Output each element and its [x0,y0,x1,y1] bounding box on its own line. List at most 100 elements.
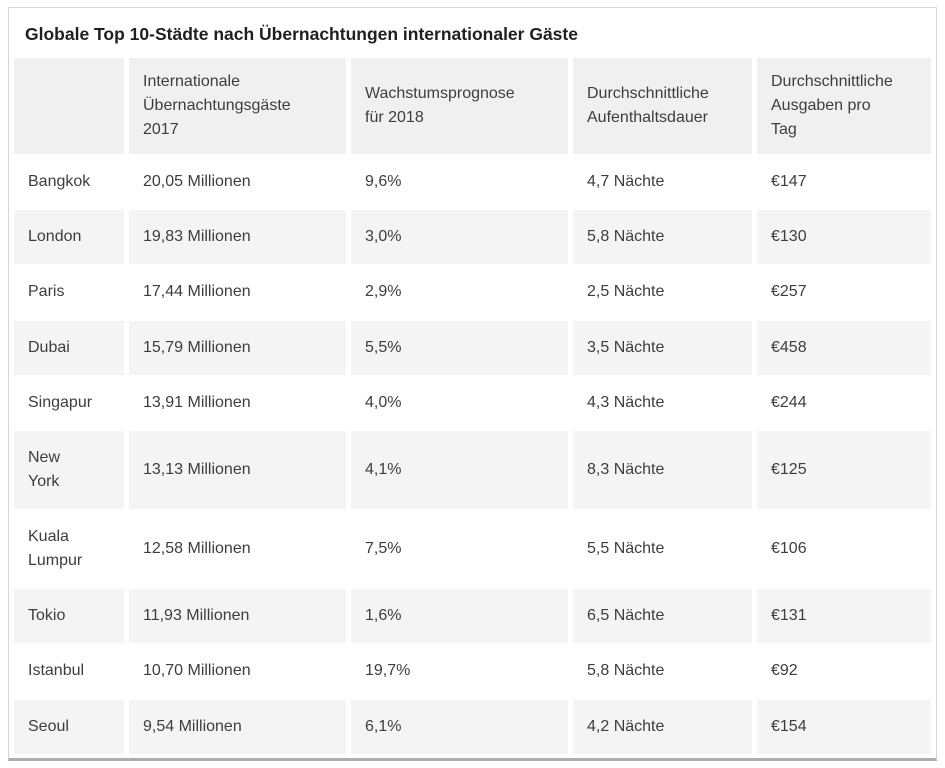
value-cell: €257 [757,265,931,320]
column-header: Internationale Übernachtungsgäste 2017 [129,58,346,154]
city-name: Bangkok [28,173,91,190]
cell-value: 4,0% [365,393,402,411]
column-header: Durchschnittliche Aufenthaltsdauer [573,58,752,154]
value-cell: 8,3 Nächte [573,431,752,510]
cell-value: 4,3 Nächte [587,393,665,411]
value-cell: 13,13 Millionen [129,431,346,510]
value-cell: 15,79 Millionen [129,320,346,375]
value-cell: €92 [757,644,931,699]
value-cell: 9,6% [351,155,568,210]
value-cell: 4,1% [351,431,568,510]
cell-value: €154 [771,717,807,735]
cell-value: 2,9% [365,283,402,301]
cell-value: €125 [771,461,807,479]
cell-value: 5,8 Nächte [587,228,665,246]
table-row: Bangkok 20,05 Millionen 9,6% 4,7 Nächte €147 [14,155,931,210]
column-header [14,58,124,154]
table-row: Tokio 11,93 Millionen 1,6% 6,5 Nächte €131 [14,589,931,644]
cell-value: 12,58 Millionen [143,540,251,558]
value-cell: 9,54 Millionen [129,699,346,754]
city-cell: Tokio [14,589,124,644]
value-cell: 17,44 Millionen [129,265,346,320]
city-cell: Dubai [14,320,124,375]
cell-value: 19,7% [365,662,411,680]
city-cell: New York [14,431,124,510]
value-cell: 1,6% [351,589,568,644]
cell-value: 3,0% [365,228,402,246]
cell-value: 13,91 Millionen [143,393,251,411]
value-cell: €131 [757,589,931,644]
cell-value: 19,83 Millionen [143,228,251,246]
city-name: Singapur [28,393,93,411]
cell-value: 4,7 Nächte [587,173,665,190]
value-cell: 5,8 Nächte [573,210,752,265]
header-row: Internationale Übernachtungsgäste 2017 Wa… [14,58,931,154]
value-cell: 4,3 Nächte [573,375,752,431]
city-cell: London [14,210,124,265]
cell-value: 11,93 Millionen [143,607,250,625]
cell-value: 20,05 Millionen [143,173,251,190]
value-cell: 6,5 Nächte [573,589,752,644]
value-cell: €458 [757,320,931,375]
value-cell: 6,1% [351,699,568,754]
value-cell: 4,7 Nächte [573,155,752,210]
cell-value: 15,79 Millionen [143,338,251,356]
cell-value: 1,6% [365,607,402,625]
cell-value: 5,5 Nächte [587,540,665,558]
city-name: Paris [28,283,65,301]
table-card: Globale Top 10-Städte nach Übernachtunge… [8,7,937,761]
city-cell: Bangkok [14,155,124,210]
cell-value: 7,5% [365,540,402,558]
table-row: Kuala Lumpur 12,58 Millionen 7,5% 5,5 Nächt… [14,510,931,589]
value-cell: 7,5% [351,510,568,589]
value-cell: 5,5 Nächte [573,510,752,589]
cell-value: €130 [771,228,807,246]
value-cell: €130 [757,210,931,265]
cell-value: 13,13 Millionen [143,461,251,479]
value-cell: 12,58 Millionen [129,510,346,589]
value-cell: 3,0% [351,210,568,265]
table-row: Istanbul 10,70 Millionen 19,7% 5,8 Nächte €9… [14,644,931,699]
column-header-label: Wachstumsprognose für 2018 [365,85,515,126]
value-cell: €147 [757,155,931,210]
value-cell: 19,7% [351,644,568,699]
table-row: Singapur 13,91 Millionen 4,0% 4,3 Nächte €24… [14,375,931,431]
city-cell: Kuala Lumpur [14,510,124,589]
table-row: Seoul 9,54 Millionen 6,1% 4,2 Nächte €154 [14,699,931,754]
city-name: Istanbul [28,662,85,680]
cell-value: €131 [771,607,807,625]
table-title: Globale Top 10-Städte nach Übernachtunge… [25,24,578,44]
cell-value: 9,54 Millionen [143,717,242,735]
column-header-label: Durchschnittliche Aufenthaltsdauer [587,85,709,126]
value-cell: 3,5 Nächte [573,320,752,375]
cell-value: 3,5 Nächte [587,338,665,356]
cell-value: 4,2 Nächte [587,717,665,735]
cell-value: €257 [771,283,807,301]
value-cell: 10,70 Millionen [129,644,346,699]
column-header-label: Internationale Übernachtungsgäste 2017 [143,73,291,138]
table-body: Bangkok 20,05 Millionen 9,6% 4,7 Nächte €147… [14,155,931,754]
table-row: London 19,83 Millionen 3,0% 5,8 Nächte €130 [14,210,931,265]
city-cell: Seoul [14,699,124,754]
city-cell: Paris [14,265,124,320]
column-header-label: Durchschnittliche Ausgaben pro Tag [771,73,893,138]
cell-value: 9,6% [365,173,402,190]
cell-value: 6,5 Nächte [587,607,665,625]
cities-table: Internationale Übernachtungsgäste 2017 Wa… [9,57,936,755]
value-cell: 19,83 Millionen [129,210,346,265]
value-cell: €106 [757,510,931,589]
cell-value: 6,1% [365,717,402,735]
city-name: Tokio [28,607,66,625]
value-cell: €154 [757,699,931,754]
cell-value: 17,44 Millionen [143,283,251,301]
city-name: London [28,228,82,246]
table-row: Paris 17,44 Millionen 2,9% 2,5 Nächte €257 [14,265,931,320]
city-name: Seoul [28,717,69,735]
city-name: Dubai [28,338,70,356]
cell-value: €458 [771,338,807,356]
value-cell: 5,5% [351,320,568,375]
city-name: New York [28,449,61,491]
cell-value: €147 [771,173,807,190]
table-row: Dubai 15,79 Millionen 5,5% 3,5 Nächte €458 [14,320,931,375]
value-cell: 20,05 Millionen [129,155,346,210]
